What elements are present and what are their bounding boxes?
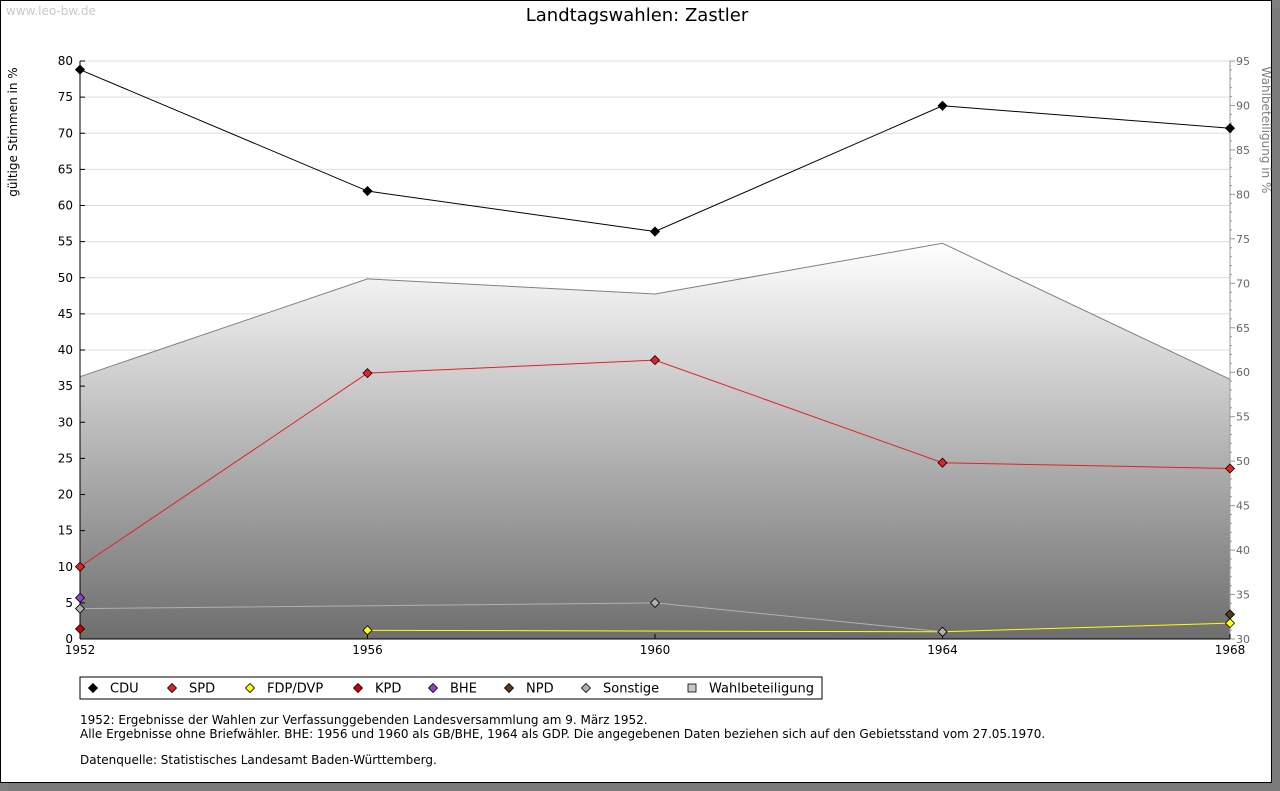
y2-tick-label-75: 75 bbox=[1236, 233, 1250, 246]
marker-sonstige-1964 bbox=[937, 626, 948, 637]
y2-tick-label-30: 30 bbox=[1236, 633, 1250, 646]
note-line-2: Alle Ergebnisse ohne Briefwähler. BHE: 1… bbox=[80, 727, 1046, 741]
marker-cdu-1952 bbox=[74, 64, 86, 75]
marker-sonstige-1960 bbox=[649, 597, 661, 608]
legend-label-cdu: CDU bbox=[110, 682, 139, 697]
x-tick-label-1960: 1960 bbox=[640, 643, 671, 657]
y2-tick-label-40: 40 bbox=[1236, 544, 1250, 557]
axes: 0 5 10 15 20 25 30 35 40 45 50 55 60 65 70 75 80 30 35 40 45… bbox=[58, 54, 1250, 657]
turnout-line bbox=[79, 242, 1231, 380]
legend-label-wahlbeteiligung: Wahlbeteiligung bbox=[709, 682, 814, 697]
y2-tick-label-90: 90 bbox=[1236, 99, 1250, 112]
y-tick-label-25: 25 bbox=[58, 451, 73, 465]
y-tick-label-45: 45 bbox=[58, 307, 73, 321]
y2-tick-label-60: 60 bbox=[1236, 366, 1250, 379]
line-cdu bbox=[79, 69, 1231, 233]
marker-spd-1952 bbox=[74, 561, 86, 572]
legend-swatch-kpd bbox=[352, 682, 364, 694]
marker-cdu-1960 bbox=[649, 226, 661, 237]
legend-label-spd: SPD bbox=[189, 682, 215, 697]
y2-tick-label-35: 35 bbox=[1236, 589, 1250, 602]
y-tick-label-70: 70 bbox=[58, 126, 73, 140]
y-tick-label-55: 55 bbox=[58, 235, 73, 249]
series-markers bbox=[74, 64, 1236, 637]
y-tick-label-50: 50 bbox=[58, 271, 73, 285]
legend-label-npd: NPD bbox=[526, 682, 554, 697]
y-tick-label-0: 0 bbox=[65, 632, 73, 646]
y-tick-label-40: 40 bbox=[58, 343, 73, 357]
x-tick-label-1956: 1956 bbox=[352, 643, 383, 657]
y2-tick-label-50: 50 bbox=[1236, 455, 1250, 468]
y-tick-label-35: 35 bbox=[58, 379, 73, 393]
y-tick-label-75: 75 bbox=[58, 90, 73, 104]
marker-sonstige-1952 bbox=[74, 603, 86, 614]
marker-cdu-1964 bbox=[937, 100, 948, 111]
note-line-1: 1952: Ergebnisse der Wahlen zur Verfassu… bbox=[80, 713, 648, 727]
turnout-area-group bbox=[79, 242, 1231, 640]
y2-tick-label-95: 95 bbox=[1236, 55, 1250, 68]
y-tick-label-10: 10 bbox=[58, 560, 73, 574]
watermark: www.leo-bw.de bbox=[6, 4, 96, 18]
marker-npd-1968 bbox=[1224, 609, 1236, 620]
y2-tick-label-70: 70 bbox=[1236, 277, 1250, 290]
y-tick-label-20: 20 bbox=[58, 488, 73, 502]
y2-tick-label-45: 45 bbox=[1236, 500, 1250, 513]
marker-kpd-1952 bbox=[74, 623, 86, 634]
legend-label-bhe: BHE bbox=[450, 682, 477, 697]
marker-spd-1968 bbox=[1224, 463, 1236, 474]
y-tick-label-5: 5 bbox=[65, 596, 73, 610]
legend: CDU SPD FDP/DVP KPD BHE NPD Sonstige Wahlbeteil… bbox=[79, 676, 823, 700]
y2-tick-label-65: 65 bbox=[1236, 322, 1250, 335]
x-tick-label-1968: 1968 bbox=[1215, 643, 1246, 657]
marker-bhe-1952 bbox=[74, 592, 86, 603]
marker-fdp-dvp-1956 bbox=[362, 625, 373, 636]
y2-tick-label-85: 85 bbox=[1236, 144, 1250, 157]
marker-spd-1964 bbox=[937, 457, 948, 468]
y2-tick-label-55: 55 bbox=[1236, 411, 1250, 424]
marker-fdp-dvp-1968 bbox=[1224, 618, 1236, 629]
y-tick-label-80: 80 bbox=[58, 54, 73, 68]
frame-shadow-right bbox=[1272, 8, 1280, 791]
legend-swatch-spd bbox=[166, 682, 178, 694]
y-tick-label-15: 15 bbox=[58, 524, 73, 538]
legend-swatch-cdu bbox=[87, 682, 99, 694]
legend-label-kpd: KPD bbox=[375, 682, 401, 697]
x-tick-label-1952: 1952 bbox=[65, 643, 96, 657]
y-tick-label-65: 65 bbox=[58, 162, 73, 176]
legend-swatch-npd bbox=[503, 682, 515, 694]
legend-label-fdp-dvp: FDP/DVP bbox=[267, 682, 323, 697]
legend-swatch-wahlbeteiligung bbox=[687, 683, 697, 693]
x-tick-label-1964: 1964 bbox=[927, 643, 958, 657]
legend-box bbox=[79, 676, 823, 700]
y2-axis-label: Wahlbeteiligung in % bbox=[1259, 67, 1272, 194]
legend-swatch-fdp-dvp bbox=[244, 682, 256, 694]
marker-cdu-1956 bbox=[362, 185, 373, 197]
y-tick-label-30: 30 bbox=[58, 415, 73, 429]
source-note: Datenquelle: Statistisches Landesamt Bad… bbox=[80, 753, 437, 767]
marker-spd-1956 bbox=[362, 368, 373, 379]
chart-title: Landtagswahlen: Zastler bbox=[526, 5, 749, 26]
y2-tick-label-80: 80 bbox=[1236, 188, 1250, 201]
y-tick-label-60: 60 bbox=[58, 199, 73, 213]
frame-shadow-bottom bbox=[8, 783, 1280, 791]
marker-cdu-1968 bbox=[1224, 123, 1236, 134]
legend-swatch-sonstige bbox=[580, 682, 592, 694]
marker-spd-1960 bbox=[649, 355, 661, 366]
legend-label-sonstige: Sonstige bbox=[603, 682, 659, 697]
y-axis-label: gültige Stimmen in % bbox=[6, 67, 20, 196]
legend-swatch-bhe bbox=[427, 682, 439, 694]
turnout-area bbox=[80, 243, 1230, 640]
